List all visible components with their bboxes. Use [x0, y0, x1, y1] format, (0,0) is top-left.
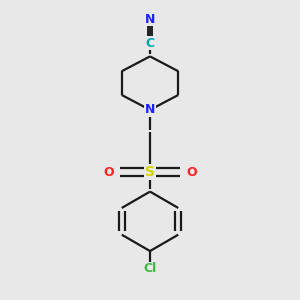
Text: N: N: [145, 13, 155, 26]
Text: Cl: Cl: [143, 262, 157, 275]
Text: C: C: [146, 37, 154, 50]
Text: S: S: [145, 165, 155, 179]
Text: O: O: [186, 166, 197, 179]
Text: N: N: [145, 103, 155, 116]
Text: O: O: [103, 166, 114, 179]
